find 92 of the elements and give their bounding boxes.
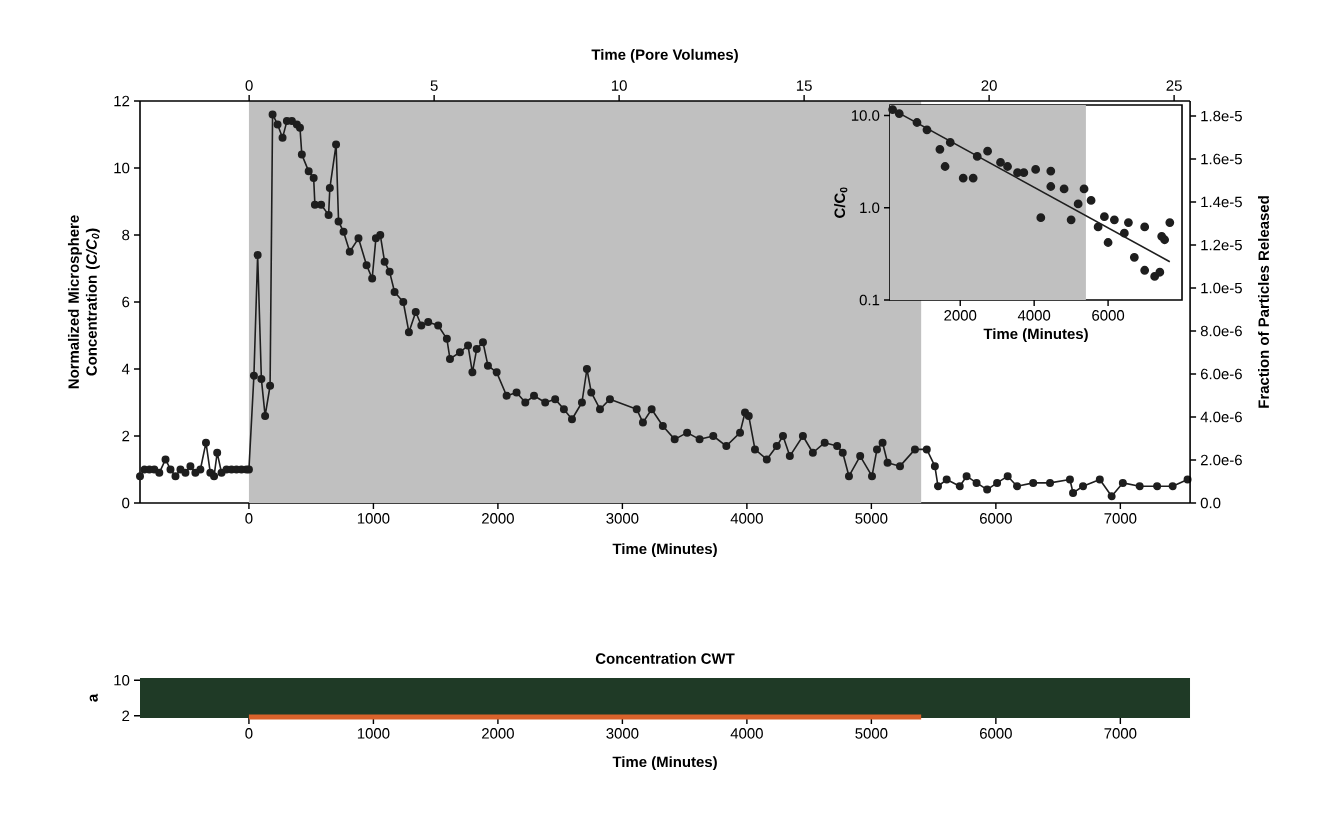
x-tick-label: 4000 bbox=[730, 513, 763, 524]
point bbox=[1086, 196, 1096, 205]
y-tick-label: 1.0 bbox=[860, 202, 880, 214]
point bbox=[1155, 267, 1165, 277]
y2-tick-label: 1.6e-5 bbox=[1201, 153, 1242, 165]
point bbox=[945, 138, 955, 147]
y-tick-label: 0 bbox=[122, 497, 130, 509]
x-tick-label: 0 bbox=[245, 513, 253, 524]
y2-tick-label: 6.0e-6 bbox=[1200, 368, 1242, 380]
x-tick-label: 2000 bbox=[482, 513, 514, 524]
point bbox=[968, 173, 978, 183]
y-tick-label: 12 bbox=[114, 95, 130, 107]
x-tick-label: 0 bbox=[245, 728, 253, 739]
point bbox=[940, 162, 950, 171]
x-tick-label: 3000 bbox=[606, 728, 639, 739]
y-tick-label: 0.1 bbox=[859, 294, 880, 306]
y-tick-label: 10 bbox=[114, 162, 130, 174]
x-tick-label: 6000 bbox=[980, 728, 1012, 739]
y-tick-label: 4 bbox=[121, 363, 130, 375]
x-tick-label: 6000 bbox=[1092, 310, 1125, 321]
y-axis-title: C/C$_{0}$ bbox=[834, 187, 848, 218]
y-tick-label: 10.0 bbox=[851, 110, 880, 121]
x2-axis-title: Time (Pore Volumes) bbox=[591, 48, 738, 63]
point bbox=[1150, 272, 1160, 281]
point bbox=[1036, 213, 1046, 223]
point bbox=[1013, 168, 1022, 178]
x-tick-label: 7000 bbox=[1104, 728, 1137, 739]
y-tick-label: 6 bbox=[122, 296, 130, 308]
y-axis-title: a bbox=[89, 693, 98, 702]
y-tick-label: 2 bbox=[122, 430, 130, 442]
point bbox=[1046, 166, 1056, 176]
y2-tick-label: 0.0 bbox=[1200, 497, 1221, 509]
y2-tick-label: 8.0e-6 bbox=[1200, 325, 1242, 337]
x-tick-label: 4000 bbox=[730, 728, 763, 739]
point bbox=[1003, 162, 1012, 171]
y2-tick-label: 4.0e-6 bbox=[1200, 411, 1242, 423]
x2-tick-label: 15 bbox=[796, 80, 812, 91]
point bbox=[922, 125, 932, 135]
y2-axis-title: Fraction of Particles Released bbox=[1258, 196, 1269, 408]
point bbox=[1031, 165, 1041, 174]
point bbox=[983, 146, 992, 156]
x-tick-label: 4000 bbox=[1017, 310, 1051, 321]
point bbox=[1073, 199, 1083, 209]
point bbox=[1079, 184, 1089, 194]
x2-tick-label: 0 bbox=[245, 80, 253, 91]
point bbox=[888, 105, 897, 114]
point bbox=[1165, 218, 1175, 228]
y-tick-label: 2 bbox=[122, 710, 130, 721]
x2-tick-label: 5 bbox=[430, 80, 438, 91]
x-axis-title: Time (Minutes) bbox=[983, 328, 1088, 343]
x-axis-title: Time (Minutes) bbox=[612, 756, 717, 771]
point bbox=[958, 173, 968, 183]
x-tick-label: 5000 bbox=[855, 513, 888, 524]
point bbox=[1059, 184, 1069, 194]
point bbox=[935, 144, 945, 154]
point bbox=[972, 152, 982, 161]
x-tick-label: 5000 bbox=[855, 728, 888, 739]
point bbox=[1119, 228, 1129, 238]
chart-title: Concentration CWT bbox=[595, 652, 735, 664]
point bbox=[1129, 252, 1139, 262]
point bbox=[1093, 222, 1103, 232]
x2-tick-label: 10 bbox=[611, 80, 627, 91]
y-tick-label: 8 bbox=[122, 229, 130, 241]
x-tick-label: 1000 bbox=[357, 513, 390, 524]
x-tick-label: 2000 bbox=[482, 728, 514, 739]
point bbox=[1109, 215, 1119, 225]
point bbox=[1046, 182, 1056, 191]
point bbox=[996, 158, 1005, 167]
x-tick-label: 6000 bbox=[980, 513, 1012, 524]
x-axis-title: Time (Minutes) bbox=[612, 543, 717, 558]
x-tick-label: 1000 bbox=[357, 728, 390, 739]
x2-tick-label: 20 bbox=[981, 80, 997, 91]
point bbox=[1019, 168, 1029, 178]
x-tick-label: 7000 bbox=[1104, 513, 1137, 524]
point bbox=[1066, 215, 1076, 225]
y2-tick-label: 1.8e-5 bbox=[1201, 110, 1242, 122]
y2-tick-label: 1.0e-5 bbox=[1201, 282, 1242, 294]
x-tick-label: 3000 bbox=[606, 513, 639, 524]
y-tick-label: 10 bbox=[114, 674, 130, 686]
x2-tick-label: 25 bbox=[1166, 80, 1182, 91]
point bbox=[894, 109, 904, 118]
point bbox=[912, 118, 922, 127]
point bbox=[1160, 235, 1170, 245]
point bbox=[1140, 222, 1150, 232]
point bbox=[1103, 238, 1113, 247]
y2-tick-label: 1.4e-5 bbox=[1201, 196, 1242, 208]
y2-tick-label: 1.2e-5 bbox=[1201, 239, 1242, 251]
point bbox=[1099, 212, 1109, 222]
point bbox=[1124, 218, 1133, 228]
x-tick-label: 2000 bbox=[944, 310, 977, 321]
point bbox=[1140, 265, 1150, 275]
y2-tick-label: 2.0e-6 bbox=[1200, 454, 1242, 466]
